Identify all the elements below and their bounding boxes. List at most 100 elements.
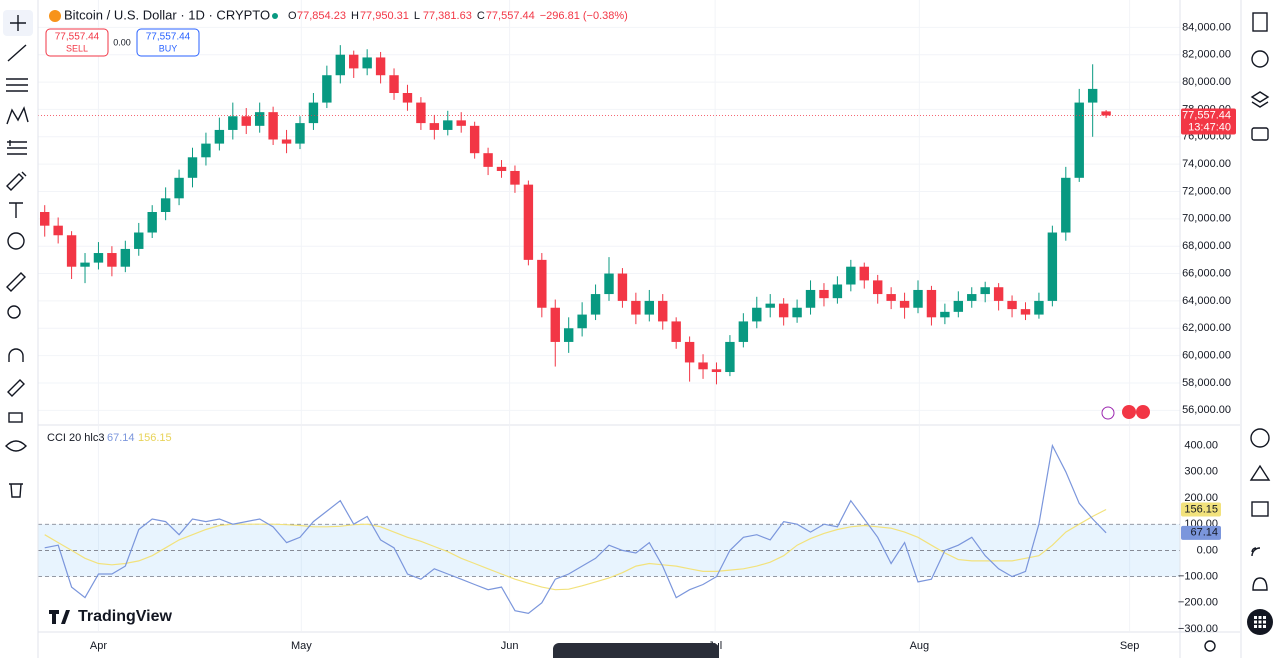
y-tick-label: 56,000.00: [1182, 404, 1231, 416]
candle-body: [201, 143, 211, 158]
event-icon[interactable]: [1101, 406, 1115, 420]
candle-body: [913, 289, 923, 308]
tb-stream[interactable]: [1251, 547, 1261, 557]
candle-body: [563, 328, 574, 342]
candle-body: [658, 300, 668, 322]
cci-value-label: 67.14: [1190, 527, 1218, 539]
tool-emoji[interactable]: [7, 232, 25, 250]
y-tick-label: 72,000.00: [1182, 185, 1231, 197]
ohlc-key: L: [414, 10, 420, 22]
event-icon[interactable]: [1122, 405, 1136, 419]
candle-body: [134, 232, 144, 249]
candle-body: [1020, 309, 1031, 315]
ohlc-value: 77,950.31: [360, 10, 409, 22]
candle-body: [187, 157, 198, 178]
cci-tick-label: 0.00: [1197, 544, 1218, 556]
tb-alerts[interactable]: [1251, 50, 1269, 68]
candle-body: [120, 248, 131, 267]
candle-body: [953, 300, 964, 312]
tool-text[interactable]: [9, 202, 23, 218]
candle-body: [1074, 102, 1084, 178]
candle-body: [819, 289, 829, 299]
sell-label: SELL: [66, 43, 88, 53]
ohlc-key: C: [477, 10, 485, 22]
candle-body: [684, 341, 695, 363]
tb-notifications[interactable]: [1252, 577, 1268, 591]
logo-mark: [49, 610, 70, 624]
tb-layers[interactable]: [1250, 91, 1270, 108]
cci-tick-label: −300.00: [1178, 623, 1218, 635]
y-tick-label: 84,000.00: [1182, 21, 1231, 33]
ohlc-legend: O 77,854.23 H 77,950.31 L 77,381.63 C 77,557.44…: [288, 10, 628, 22]
cci-value-label: 156.15: [1184, 503, 1218, 515]
candle-body: [402, 93, 413, 103]
candle-body: [214, 129, 225, 144]
cci-tick-label: 300.00: [1184, 466, 1218, 478]
candle-body: [523, 184, 534, 260]
cci-tick-label: 400.00: [1184, 440, 1218, 452]
candle-body: [725, 341, 735, 373]
candle-body: [765, 303, 775, 308]
event-icon[interactable]: [1136, 405, 1150, 419]
candle-body: [698, 362, 708, 370]
tb-watchlist[interactable]: [1252, 12, 1268, 32]
axes: AprMayJunJulAugSep56,000.0058,000.0060,0…: [90, 21, 1236, 652]
y-tick-label: 58,000.00: [1182, 377, 1231, 389]
tool-fib[interactable]: [6, 78, 28, 92]
candle-body: [40, 212, 50, 226]
candle-body: [1061, 177, 1071, 233]
tool-lock-draw[interactable]: [7, 379, 25, 397]
tool-delete[interactable]: [9, 483, 23, 498]
tb-calendar[interactable]: [1251, 501, 1269, 517]
ohlc-value: 77,854.23: [297, 10, 346, 22]
candle-body: [443, 120, 453, 130]
candle-body: [993, 287, 1004, 301]
candle-body: [375, 57, 386, 76]
candle-body: [107, 253, 117, 267]
buy-button[interactable]: [136, 28, 200, 57]
countdown-label: 13:47:40: [1188, 121, 1231, 133]
candle-body: [53, 225, 63, 236]
tool-zoom[interactable]: [7, 305, 21, 319]
candle-body: [886, 294, 896, 301]
tool-magnet[interactable]: [8, 348, 24, 362]
candle-body: [805, 289, 816, 308]
candle-body: [389, 75, 399, 94]
icon: [1254, 616, 1266, 628]
candle-body: [550, 307, 560, 342]
candle-body: [792, 307, 802, 318]
right-toolbar: [1247, 12, 1273, 635]
candle-body: [738, 321, 749, 342]
candle-body: [537, 259, 547, 308]
last-price-label: 77,557.44: [1182, 109, 1231, 121]
ohlc-value: 77,381.63: [423, 10, 472, 22]
tool-trendline[interactable]: [7, 44, 27, 62]
tool-brush[interactable]: [6, 171, 27, 191]
ohlc-value: 77,557.44: [486, 10, 535, 22]
tb-chat[interactable]: [1251, 127, 1269, 141]
candle-body: [160, 198, 171, 212]
tool-eye[interactable]: [5, 440, 27, 452]
last-price-tag: [1181, 108, 1236, 135]
candle-body: [617, 273, 628, 301]
candle-body: [577, 314, 587, 329]
tb-target[interactable]: [1250, 428, 1270, 448]
settings-button[interactable]: [1204, 640, 1216, 652]
tool-pattern[interactable]: [6, 106, 29, 125]
tool-ruler[interactable]: [6, 272, 26, 292]
candle-body: [940, 311, 950, 318]
candle-body: [322, 75, 332, 103]
spread: 0.00: [113, 37, 131, 47]
sell-button[interactable]: [45, 28, 109, 57]
cci-value-tag: [1181, 525, 1221, 540]
tb-ideas[interactable]: [1249, 464, 1271, 481]
ohlc-key: H: [351, 10, 359, 22]
candle-body: [241, 116, 251, 126]
tool-lock[interactable]: [8, 412, 23, 423]
cci-tick-label: −200.00: [1178, 597, 1218, 609]
candle-body: [590, 294, 601, 315]
cci-tick-label: −100.00: [1178, 571, 1218, 583]
candle-body: [967, 294, 977, 301]
x-tick-label: Apr: [90, 640, 107, 652]
tool-forecast[interactable]: [7, 140, 27, 155]
